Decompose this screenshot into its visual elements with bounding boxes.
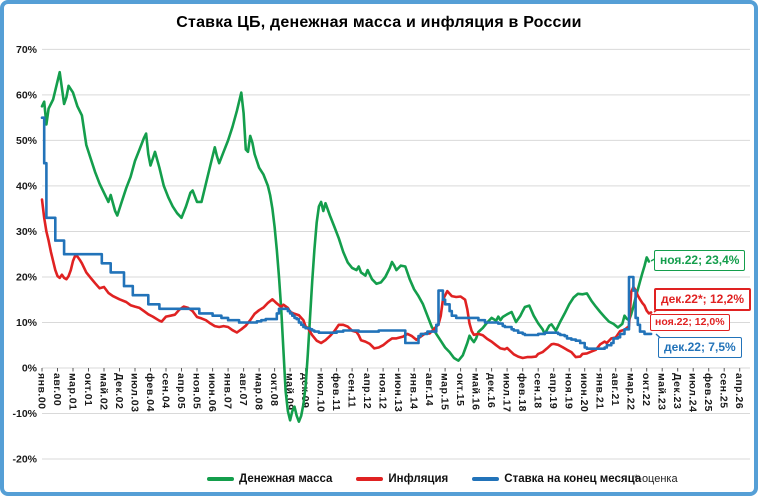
y-axis-tick-label: 30% [16, 226, 38, 238]
x-axis-tick-label: окт.22 [640, 373, 652, 407]
x-axis-tick-label: июл.03 [129, 373, 141, 412]
x-axis-tick-label: июл.10 [315, 373, 327, 412]
legend-label-money-supply: Денежная масса [239, 473, 333, 485]
x-axis-tick-label: июл.24 [687, 373, 699, 412]
legend-label-inflation: Инфляция [388, 473, 449, 485]
x-axis-tick-label: май.02 [98, 373, 110, 411]
x-axis-tick-label: июн.06 [206, 373, 218, 412]
x-axis-tick-label: сен.04 [160, 373, 172, 409]
x-axis-tick-label: янв.14 [408, 373, 420, 410]
x-axis-tick-label: янв.00 [36, 373, 48, 410]
x-axis-tick-label: июн.20 [578, 373, 590, 412]
x-axis-tick-label: авг.00 [51, 373, 63, 406]
x-axis-tick-label: янв.07 [222, 373, 234, 410]
x-axis-tick-label: сен.11 [346, 373, 358, 408]
series-line-inflation [40, 198, 653, 360]
x-axis-tick-label: окт.01 [82, 373, 94, 407]
chart-title: Ставка ЦБ, денежная масса и инфляция в Р… [176, 14, 582, 31]
y-axis-tick-label: 0% [22, 363, 38, 375]
x-axis-tick-label: окт.15 [454, 373, 466, 407]
legend-item-inflation: Инфляция [356, 473, 448, 485]
plot-area: 70%60%50%40%30%20%10%0%-10%-20%янв.00 авг… [12, 44, 750, 466]
x-axis-tick-label: фев.04 [144, 373, 156, 412]
legend-swatch-money-supply [207, 477, 234, 481]
x-axis-tick-label: ноя.12 [377, 373, 389, 409]
x-axis-tick-label: сен.25 [718, 373, 730, 409]
x-axis-tick-label: авг.21 [609, 373, 621, 406]
y-axis-tick-label: -20% [12, 454, 37, 466]
x-axis-tick-label: апр.12 [361, 373, 373, 409]
x-axis-tick-label: мар.15 [439, 373, 451, 410]
legend-label-cb-rate: Ставка на конец месяца [504, 473, 642, 485]
x-axis-tick-label: апр.26 [733, 373, 745, 409]
estimate-footnote: *-оценка [634, 473, 678, 485]
x-axis-tick-label: дек.16 [485, 373, 497, 408]
x-axis-tick-label: мар.22 [625, 373, 637, 410]
x-axis-tick-label: ноя.05 [191, 373, 203, 409]
annotation-money-supply: ноя.22; 23,4% [654, 250, 746, 271]
x-axis-tick-label: сен.18 [532, 373, 544, 409]
x-axis-tick-label: фев.18 [516, 373, 528, 412]
legend-swatch-cb-rate [472, 477, 500, 481]
x-axis-tick-label: июн.13 [392, 373, 404, 412]
series-line-cb-rate [40, 116, 653, 350]
x-axis-tick-label: фев.11 [330, 373, 342, 411]
legend-swatch-inflation [356, 477, 384, 481]
x-axis-tick-label: янв.21 [594, 373, 606, 410]
y-axis-tick-label: 20% [16, 272, 38, 284]
x-axis-tick-label: июл.17 [501, 373, 513, 412]
x-axis-tick-label: май.23 [656, 373, 668, 411]
y-axis-tick-label: 10% [16, 317, 38, 329]
x-axis-tick-label: май.16 [470, 373, 482, 411]
x-axis-tick-label: мар.08 [253, 373, 265, 410]
x-axis-tick-label: ноя.19 [563, 373, 575, 409]
x-axis-tick-label: мар.01 [67, 373, 79, 410]
x-axis-tick-label: Дек.02 [113, 373, 125, 409]
y-axis-tick-label: 60% [16, 89, 38, 101]
x-axis-tick-label: апр.19 [547, 373, 559, 409]
annotation-inflation-dec-estimate: дек.22*; 12,2% [654, 288, 752, 311]
annotation-cb-rate: дек.22; 7,5% [658, 337, 742, 358]
series-line-money-supply [40, 70, 651, 423]
x-axis-tick-label: окт.08 [268, 373, 280, 407]
x-axis-tick-label: фев.25 [702, 373, 714, 412]
y-axis-tick-label: 40% [16, 180, 38, 192]
x-axis-tick-label: апр.05 [175, 373, 187, 409]
y-axis-tick-label: -10% [12, 408, 37, 420]
legend: Денежная масса Инфляция Ставка на конец … [207, 473, 665, 485]
x-axis-tick-label: Дек.23 [671, 373, 683, 409]
y-axis-tick-label: 50% [16, 135, 38, 147]
legend-item-money-supply: Денежная масса [207, 473, 332, 485]
y-axis-tick-label: 70% [16, 44, 38, 56]
x-axis-tick-label: авг.07 [237, 373, 249, 406]
annotation-inflation-nov: ноя.22; 12,0% [650, 314, 730, 332]
x-axis-tick-label: авг.14 [423, 373, 435, 406]
legend-item-cb-rate: Ставка на конец месяца [472, 473, 641, 485]
